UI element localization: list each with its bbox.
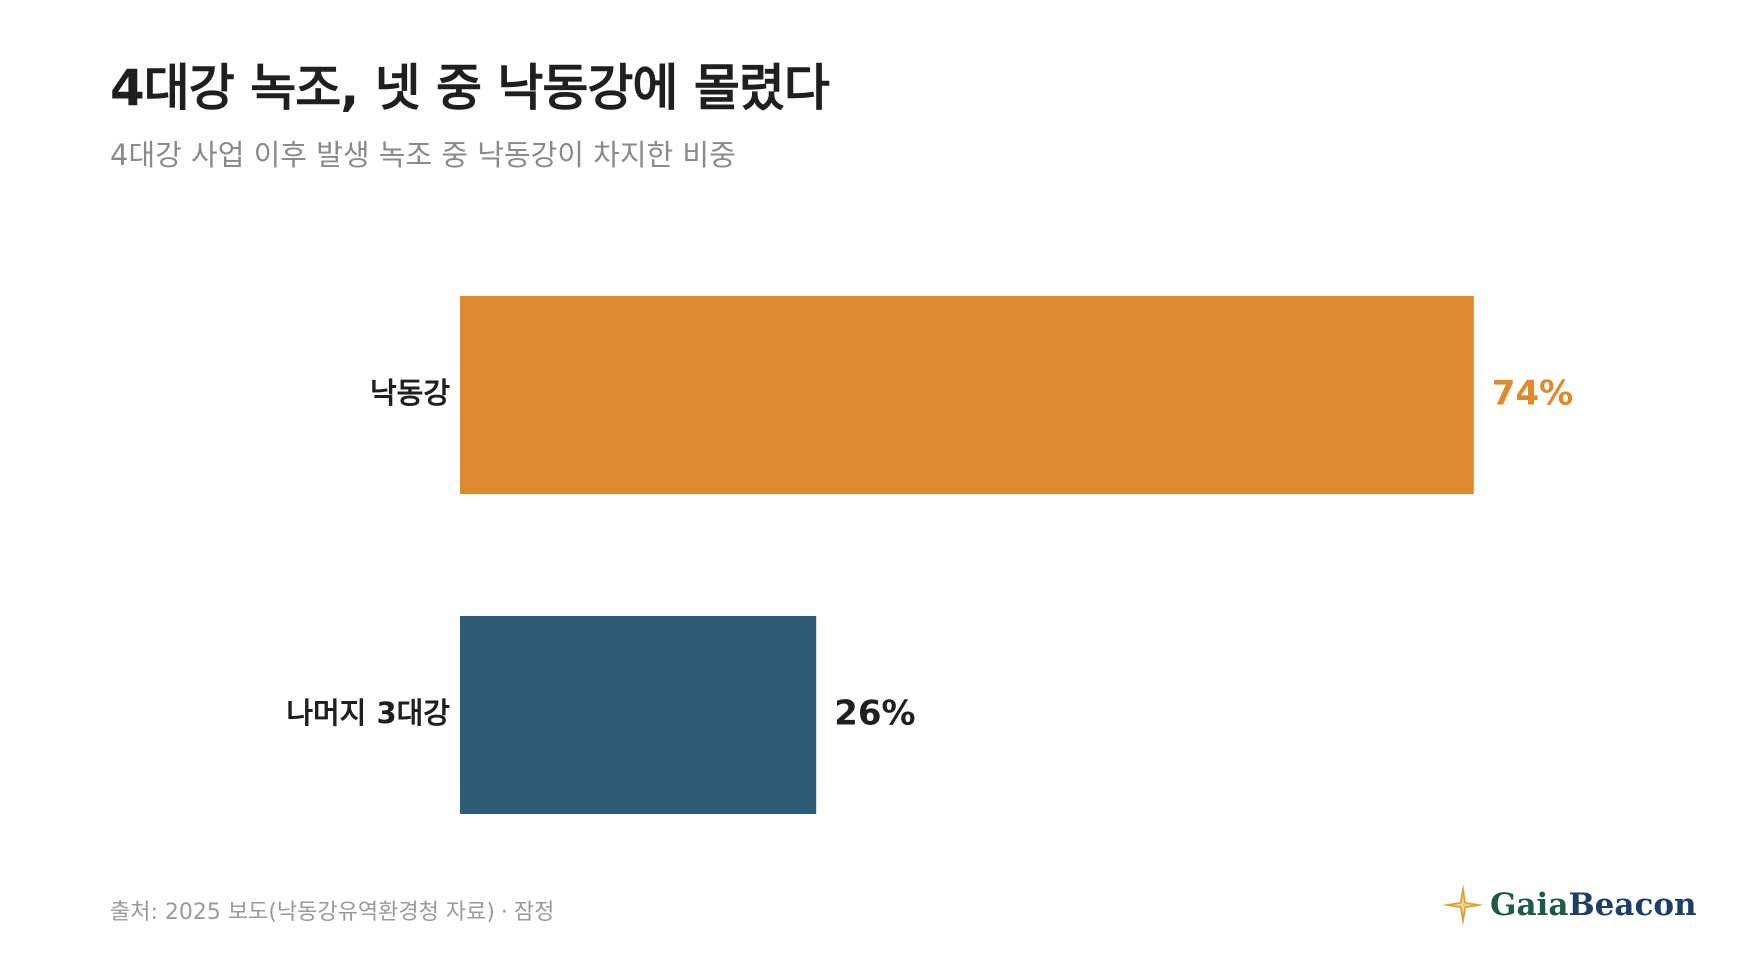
compass-star-icon	[1442, 884, 1484, 926]
source-separator: ·	[500, 900, 508, 925]
source-note: 출처: 2025 보도(낙동강유역환경청 자료) · 잠정	[110, 900, 554, 926]
category-label: 나머지 3대강	[286, 696, 450, 730]
bar-0	[460, 296, 1474, 494]
chart-subtitle: 4대강 사업 이후 발생 녹조 중 낙동강이 차지한 비중	[110, 138, 736, 172]
bar-1	[460, 616, 817, 814]
provisional-note: 잠정	[513, 900, 555, 925]
value-label: 74%	[1492, 374, 1573, 414]
category-label: 낙동강	[370, 376, 450, 410]
brand-logo: GaiaBeacon	[1440, 880, 1697, 930]
chart-title: 4대강 녹조, 넷 중 낙동강에 몰렸다	[110, 59, 830, 117]
source-text: 출처: 2025 보도(낙동강유역환경청 자료)	[110, 900, 495, 925]
logo-text-gaia: Gaia	[1490, 886, 1569, 923]
value-label: 26%	[834, 694, 915, 734]
logo-text-beacon: Beacon	[1568, 886, 1697, 923]
